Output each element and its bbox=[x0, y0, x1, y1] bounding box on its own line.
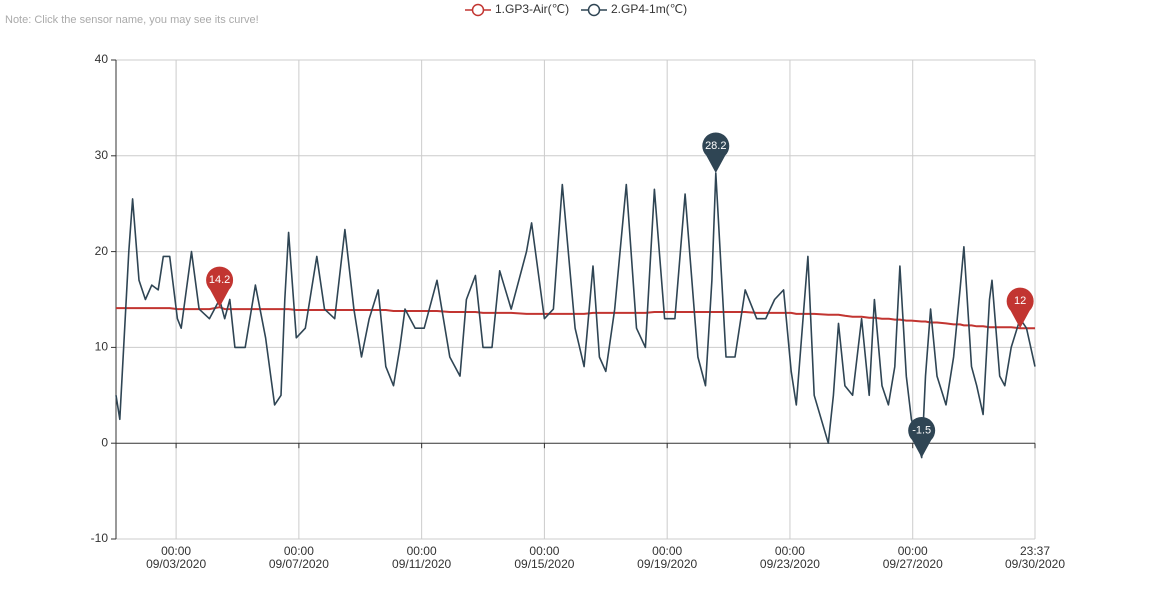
mark-point: -1.5 bbox=[908, 416, 936, 458]
legend-marker bbox=[587, 3, 601, 17]
y-tick-label: 30 bbox=[95, 148, 109, 162]
mark-label: 14.2 bbox=[209, 274, 230, 286]
mark-point: 28.2 bbox=[702, 132, 730, 174]
legend-marker bbox=[471, 3, 485, 17]
mark-label: 28.2 bbox=[705, 140, 726, 152]
x-tick-label: 00:00 09/03/2020 bbox=[146, 544, 206, 571]
x-tick-label: 00:00 09/07/2020 bbox=[269, 544, 329, 571]
mark-label: 12 bbox=[1014, 295, 1026, 307]
mark-point: 12 bbox=[1006, 287, 1034, 329]
legend-label: 2.GP4-1m(℃) bbox=[611, 2, 687, 16]
legend-label: 1.GP3-Air(℃) bbox=[495, 2, 569, 16]
x-tick-label: 23:37 09/30/2020 bbox=[1005, 544, 1065, 571]
mark-pin bbox=[1006, 287, 1034, 329]
y-tick-label: 10 bbox=[95, 340, 109, 354]
x-tick-label: 00:00 09/15/2020 bbox=[514, 544, 574, 571]
legend-item[interactable]: 1.GP3-Air(℃) bbox=[465, 2, 569, 17]
mark-point: 14.2 bbox=[206, 266, 234, 308]
x-tick-label: 00:00 09/11/2020 bbox=[392, 544, 451, 571]
y-tick-label: -10 bbox=[91, 531, 109, 545]
mark-pin bbox=[206, 266, 234, 308]
y-tick-label: 20 bbox=[95, 244, 109, 258]
y-tick-label: 40 bbox=[95, 52, 109, 66]
mark-pin bbox=[702, 132, 730, 174]
series-line bbox=[116, 306, 1035, 330]
x-tick-label: 00:00 09/23/2020 bbox=[760, 544, 820, 571]
series-line bbox=[115, 172, 1036, 459]
x-tick-label: 00:00 09/19/2020 bbox=[637, 544, 697, 571]
y-tick-label: 0 bbox=[101, 435, 108, 449]
mark-label: -1.5 bbox=[912, 424, 931, 436]
note: Note: Click the sensor name, you may see… bbox=[5, 14, 259, 26]
mark-pin bbox=[908, 416, 936, 458]
x-tick-label: 00:00 09/27/2020 bbox=[883, 544, 943, 571]
legend-item[interactable]: 2.GP4-1m(℃) bbox=[581, 2, 687, 17]
